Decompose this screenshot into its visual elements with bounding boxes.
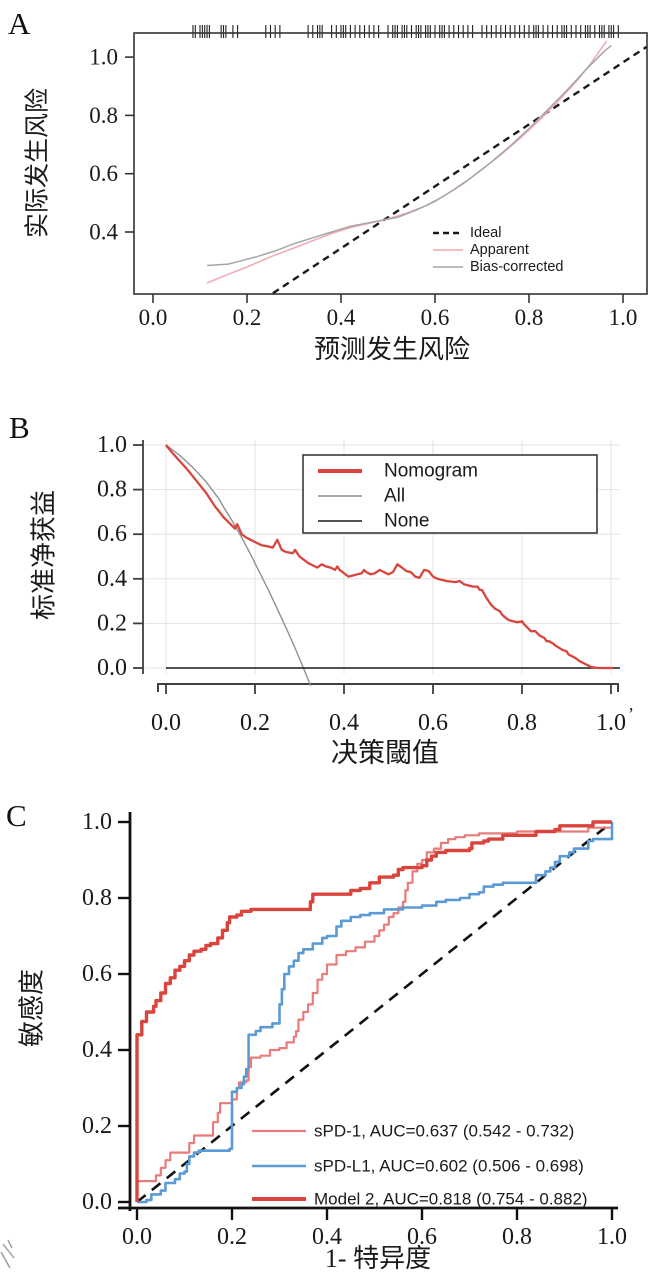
y-tick-label: 0.4 [82, 1037, 112, 1063]
y-tick-label: 0.0 [97, 655, 127, 681]
legend-label: Nomogram [384, 461, 478, 482]
y-tick-label: 1.0 [97, 432, 127, 458]
series-apparent [206, 40, 608, 284]
y-tick-label: 0.2 [97, 610, 127, 636]
y-tick-label: 0.8 [82, 885, 112, 911]
legend-label: sPD-1, AUC=0.637 (0.542 - 0.732) [314, 1122, 574, 1141]
series-reference [136, 820, 613, 1204]
y-tick-label: 1.0 [89, 45, 118, 70]
y-tick-label: 1.0 [82, 809, 112, 835]
panel-label-c: C [6, 798, 27, 833]
legend-label: sPD-L1, AUC=0.602 (0.506 - 0.698) [314, 1157, 584, 1176]
stray-mark: ’ [628, 704, 634, 724]
x-tick-label: 0.2 [240, 710, 270, 736]
y-axis-title: 敏感度 [18, 969, 47, 1047]
x-axis-title: 预测发生风险 [314, 335, 470, 364]
plot-box [133, 32, 648, 295]
legend-box [302, 454, 598, 534]
legend-label: Apparent [470, 242, 529, 258]
y-tick-label: 0.6 [89, 161, 118, 186]
series-nomogram [165, 444, 614, 670]
y-tick-label: 0.6 [97, 521, 127, 547]
x-tick-label: 1.0 [609, 305, 638, 330]
y-tick-label: 0.0 [82, 1189, 112, 1215]
legend-label: None [384, 511, 429, 532]
series-spd-l1 [137, 822, 614, 1204]
y-tick-label: 0.8 [89, 103, 118, 128]
x-tick-label: 0.2 [233, 305, 262, 330]
x-tick-label: 0.6 [421, 305, 450, 330]
x-tick-label: 0.6 [407, 1224, 437, 1250]
y-tick-label: 0.2 [82, 1113, 112, 1139]
calibration-plot: 0.0 0.2 0.4 0.6 0.8 1.0 0.4 0.6 0.8 1.0 预测发生风险 实际发生… [24, 25, 648, 364]
y-tick-label: 0.6 [82, 961, 112, 987]
series-spd-1 [135, 826, 612, 1187]
x-tick-label: 0.0 [151, 710, 181, 736]
x-tick-label: 1.0 [596, 710, 626, 736]
x-tick-label: 1.0 [597, 1224, 627, 1250]
y-axis-title: 实际发生风险 [24, 88, 52, 238]
x-tick-label: 0.0 [122, 1224, 152, 1250]
corner-artifact [0, 1239, 15, 1269]
x-tick-label: 0.8 [515, 305, 544, 330]
y-tick-label: 0.8 [97, 477, 127, 503]
x-tick-label: 0.4 [327, 305, 356, 330]
x-tick-label: 0.0 [139, 305, 168, 330]
y-axis-title: 标准净获益 [30, 490, 59, 620]
panel-label-a: A [8, 6, 31, 41]
x-axis-title: 决策閾值 [331, 738, 439, 768]
y-tick-label: 0.4 [97, 566, 127, 592]
series-bias-corrected [207, 44, 612, 267]
roc-plot: 0.0 0.2 0.4 0.6 0.8 1.0 0.0 0.2 0.4 0.6 0.8 1.0 1- 特… [18, 809, 628, 1273]
legend-label: All [384, 486, 405, 507]
decision-curve-plot: 0.00.20.40.60.81.00.0 0.2 0.4 0.6 0.8 1.0 ’决策閾… [30, 432, 635, 768]
x-axis-title: 1- 特异度 [325, 1244, 431, 1273]
x-tick-label: 0.4 [312, 1224, 342, 1250]
series-model-2 [135, 820, 612, 1202]
legend-label: Ideal [470, 225, 501, 241]
series-all [165, 444, 312, 687]
x-tick-label: 0.8 [507, 710, 537, 736]
legend-label: Bias-corrected [470, 259, 563, 275]
x-tick-label: 0.2 [217, 1224, 247, 1250]
x-tick-label: 0.8 [502, 1224, 532, 1250]
panel-label-b: B [9, 410, 30, 445]
legend-label: Model 2, AUC=0.818 (0.754 - 0.882) [314, 1190, 588, 1209]
series-ideal [272, 45, 648, 295]
x-tick-label: 0.4 [329, 710, 359, 736]
y-tick-label: 0.4 [89, 220, 118, 245]
x-axis-line [157, 683, 619, 692]
x-tick-label: 0.6 [418, 710, 448, 736]
